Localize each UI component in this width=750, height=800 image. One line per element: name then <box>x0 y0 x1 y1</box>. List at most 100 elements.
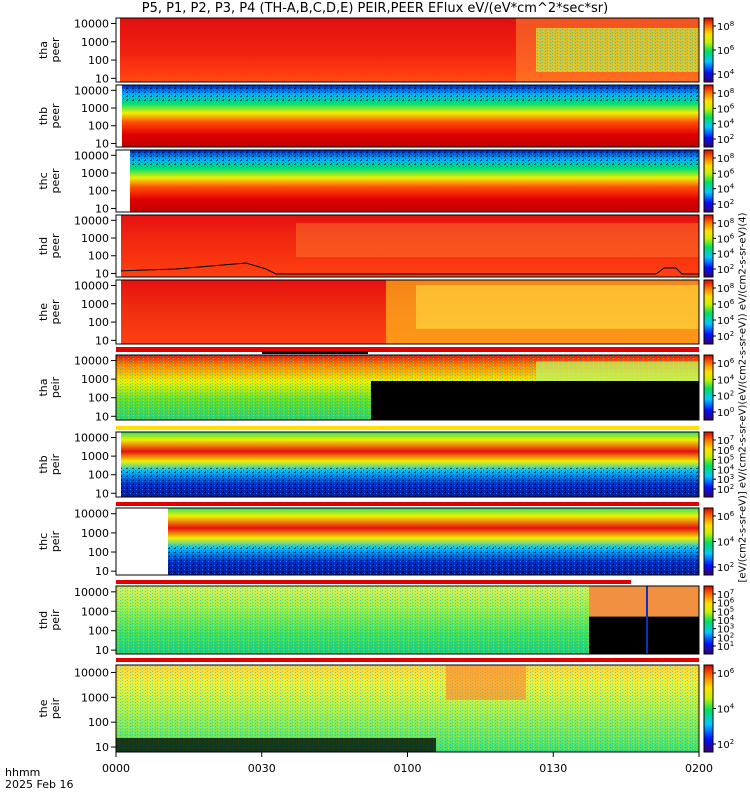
y-tick-label: 10000 <box>74 432 109 445</box>
time-format-label: hhmm <box>5 766 41 779</box>
y-axis-label: peir <box>49 376 62 398</box>
y-axis-label: peir <box>49 453 62 475</box>
y-tick-label: 10000 <box>74 214 109 227</box>
y-axis-label: peer <box>49 103 62 129</box>
region-orange <box>296 223 699 258</box>
y-axis-label: peir <box>49 609 62 631</box>
colorbar <box>703 84 714 148</box>
colorbar-tick-label: 108 <box>717 87 734 100</box>
colorbar-tick-label: 104 <box>717 68 735 81</box>
y-tick-label: 1000 <box>81 167 109 180</box>
y-tick-label: 1000 <box>81 527 109 540</box>
colorbar <box>703 431 714 498</box>
colorbar-tick-label: 107 <box>717 434 734 447</box>
y-tick-label: 10 <box>95 741 109 754</box>
status-bar <box>116 347 699 352</box>
colorbar-tick-label: 104 <box>717 118 735 131</box>
data-gap <box>116 508 168 575</box>
colorbar-tick-label: 108 <box>717 217 734 230</box>
colorbar-tick-label: 101 <box>717 640 734 653</box>
y-axis-label: thb <box>37 455 50 473</box>
y-tick-label: 1000 <box>81 691 109 704</box>
colorbar-tick-label: 102 <box>717 263 734 276</box>
status-bar <box>116 502 699 506</box>
noise <box>116 544 699 575</box>
y-tick-label: 10 <box>95 72 109 85</box>
y-tick-label: 100 <box>88 716 109 729</box>
colorbar-tick-label: 103 <box>717 623 734 636</box>
colorbar-tick-label: 104 <box>717 373 735 386</box>
panel-the-peir: 10000 1000 100 10 the peir 106 104 102 <box>37 664 735 754</box>
status-bar <box>116 658 699 662</box>
noise <box>116 150 699 168</box>
y-tick-label: 100 <box>88 316 109 329</box>
panel-frame <box>115 84 700 148</box>
region-orange <box>446 665 526 700</box>
y-tick-label: 100 <box>88 392 109 405</box>
data-gap <box>116 280 121 344</box>
colorbar <box>703 585 714 655</box>
colorbar-tick-label: 104 <box>717 314 735 327</box>
data-gap <box>116 18 120 82</box>
status-bar-mark <box>262 351 368 354</box>
x-tick-label: 0000 <box>102 762 130 775</box>
colorbar-tick-label: 108 <box>717 152 734 165</box>
y-axis-label: peir <box>49 530 62 552</box>
colorbar <box>703 214 714 278</box>
y-tick-label: 1000 <box>81 605 109 618</box>
status-bar <box>116 580 631 584</box>
colorbar-tick-label: 103 <box>717 473 734 486</box>
date-label: 2025 Feb 16 <box>5 778 74 791</box>
spectrogram-fill <box>116 215 699 277</box>
noise <box>116 665 699 752</box>
y-tick-label: 10000 <box>74 666 109 679</box>
y-tick-label: 10000 <box>74 17 109 30</box>
data-gap <box>116 85 122 147</box>
y-axis-label: peer <box>49 37 62 63</box>
y-tick-label: 10000 <box>74 84 109 97</box>
colorbar-tick-label: 106 <box>717 667 735 680</box>
no-counts-region <box>116 738 436 752</box>
data-gap <box>116 432 121 497</box>
no-counts-region <box>371 381 699 420</box>
y-axis-label: thb <box>37 107 50 125</box>
y-tick-label: 10 <box>95 487 109 500</box>
colorbar-tick-label: 102 <box>717 133 734 146</box>
data-gap <box>116 150 130 212</box>
spacecraft-potential-line <box>115 262 699 275</box>
panel-tha-peir: 10000 1000 100 10 tha peir 106 104 102 100 <box>37 354 735 423</box>
panel-frame <box>115 507 700 576</box>
panel-frame <box>115 17 700 83</box>
y-tick-label: 10 <box>95 334 109 347</box>
colorbar-tick-label: 106 <box>717 510 735 523</box>
colorbar-tick-label: 105 <box>717 605 734 618</box>
colorbar-tick-label: 108 <box>717 282 734 295</box>
colorbar-tick-label: 104 <box>717 703 735 716</box>
y-tick-label: 100 <box>88 54 109 67</box>
colorbar-tick-label: 106 <box>717 44 735 57</box>
colorbar-tick-label: 102 <box>717 738 734 751</box>
y-tick-label: 1000 <box>81 298 109 311</box>
colorbar <box>703 507 714 576</box>
panel-thd-peer: 10000 1000 100 10 thd peer 108 106 104 102 <box>37 214 735 280</box>
y-axis-label: tha <box>37 378 50 396</box>
y-tick-label: 100 <box>88 546 109 559</box>
colorbar-tick-label: 106 <box>717 232 735 245</box>
colorbar-tick-label: 106 <box>717 298 735 311</box>
y-axis-label: peer <box>49 168 62 194</box>
y-tick-label: 1000 <box>81 232 109 245</box>
panel-frame <box>115 214 700 278</box>
colorbar-tick-label: 100 <box>717 406 734 419</box>
noise <box>116 467 699 497</box>
colorbar-tick-label: 102 <box>717 330 734 343</box>
colorbar-tick-label: 104 <box>717 463 735 476</box>
colorbar <box>703 17 714 83</box>
y-axis-label: thd <box>37 237 50 255</box>
data-gap <box>116 215 121 277</box>
x-tick-label: 0100 <box>394 762 422 775</box>
colorbar-tick-label: 107 <box>717 588 734 601</box>
colorbar-tick-label: 104 <box>717 183 735 196</box>
